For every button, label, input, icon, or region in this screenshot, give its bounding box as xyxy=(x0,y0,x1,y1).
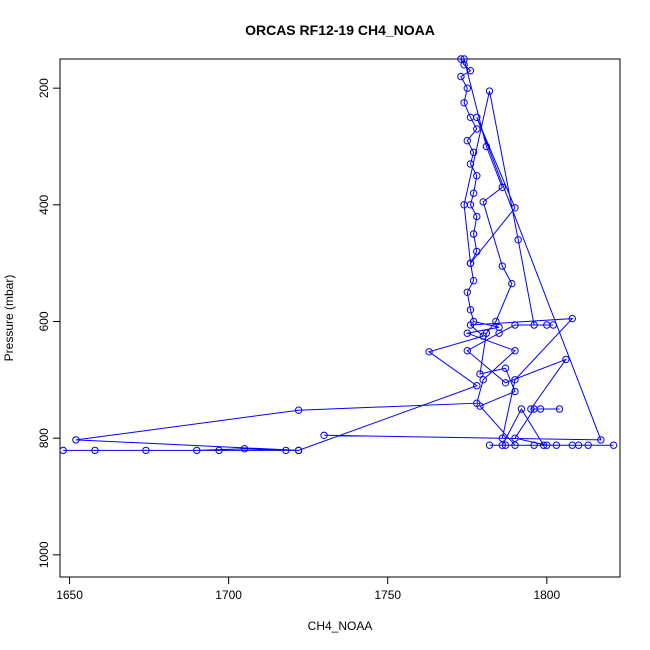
data-point xyxy=(466,160,475,168)
y-tick-label: 400 xyxy=(37,195,51,215)
data-point xyxy=(482,329,491,337)
x-tick-label: 1800 xyxy=(533,588,560,602)
data-point xyxy=(72,436,80,444)
data-point xyxy=(514,236,522,244)
data-point xyxy=(463,137,471,145)
data-point xyxy=(568,441,576,449)
data-point xyxy=(473,247,481,256)
data-point xyxy=(282,446,290,455)
data-point xyxy=(517,405,526,413)
data-point xyxy=(476,402,484,410)
data-point xyxy=(473,382,481,390)
data-point xyxy=(142,446,150,455)
data-point xyxy=(539,441,548,449)
data-point xyxy=(508,279,516,288)
data-point xyxy=(457,72,465,81)
data-point xyxy=(469,277,478,285)
x-tick-label: 1650 xyxy=(56,588,83,602)
data-point xyxy=(473,125,481,133)
data-point xyxy=(498,262,506,270)
y-tick-label: 600 xyxy=(37,311,51,331)
data-point xyxy=(501,379,510,387)
plot-area xyxy=(59,55,618,455)
data-point xyxy=(511,321,519,329)
data-point xyxy=(498,183,506,192)
y-tick-label: 800 xyxy=(37,428,51,448)
data-point xyxy=(530,441,538,449)
data-point xyxy=(469,230,478,238)
plot-frame xyxy=(59,58,621,578)
data-point xyxy=(91,446,99,455)
data-point xyxy=(511,441,519,449)
data-point xyxy=(530,405,538,413)
data-point xyxy=(511,204,519,212)
data-point xyxy=(597,436,605,444)
data-point xyxy=(466,259,475,267)
data-point xyxy=(485,441,494,449)
data-point xyxy=(469,148,478,157)
x-axis: 1650 1700 1750 1800 xyxy=(56,576,560,602)
data-point xyxy=(501,441,510,449)
series-line xyxy=(63,58,614,451)
data-point xyxy=(555,405,564,413)
data-point xyxy=(511,376,519,384)
chart-title: ORCAS RF12-19 CH4_NOAA xyxy=(245,22,435,38)
data-point xyxy=(59,446,67,455)
data-point xyxy=(511,434,519,442)
data-point xyxy=(473,212,481,221)
data-point xyxy=(425,348,433,356)
data-point xyxy=(473,172,481,180)
data-point xyxy=(530,321,538,329)
y-axis: 200 400 600 800 1000 xyxy=(37,78,61,568)
data-point xyxy=(463,347,471,355)
data-point xyxy=(552,441,561,449)
data-point xyxy=(473,113,481,122)
data-point xyxy=(463,329,471,337)
data-point xyxy=(498,441,506,449)
data-point xyxy=(469,189,478,197)
data-point xyxy=(527,405,535,413)
data-point xyxy=(460,201,468,209)
data-point xyxy=(511,387,519,396)
data-point xyxy=(460,61,468,69)
data-point xyxy=(584,441,592,449)
x-tick-label: 1750 xyxy=(374,588,401,602)
data-point xyxy=(543,441,551,449)
data-point xyxy=(501,364,510,372)
data-point xyxy=(511,347,519,355)
data-point xyxy=(549,321,557,329)
data-point xyxy=(562,355,570,364)
data-point xyxy=(568,314,576,323)
data-point xyxy=(498,434,506,442)
data-point xyxy=(215,446,223,455)
data-point xyxy=(476,370,484,378)
x-tick-label: 1700 xyxy=(215,588,242,602)
data-point xyxy=(495,329,503,337)
data-point xyxy=(466,67,475,75)
data-point xyxy=(482,142,491,151)
data-point xyxy=(466,321,475,329)
data-point xyxy=(479,198,487,206)
data-point xyxy=(240,445,249,453)
data-point xyxy=(457,55,465,63)
data-point xyxy=(466,306,475,314)
data-point xyxy=(463,84,471,92)
data-point xyxy=(479,376,487,384)
data-point xyxy=(193,446,201,455)
data-point xyxy=(460,99,468,107)
data-point xyxy=(294,406,303,414)
data-point xyxy=(320,431,328,439)
y-axis-label: Pressure (mbar) xyxy=(2,275,16,362)
data-point xyxy=(485,87,494,95)
data-point xyxy=(294,446,303,455)
y-tick-label: 200 xyxy=(37,78,51,98)
x-axis-label: CH4_NOAA xyxy=(308,619,373,633)
data-point xyxy=(609,441,618,449)
data-point xyxy=(460,55,468,63)
y-tick-label: 1000 xyxy=(37,541,51,568)
data-point xyxy=(463,288,471,296)
data-point xyxy=(492,317,500,326)
